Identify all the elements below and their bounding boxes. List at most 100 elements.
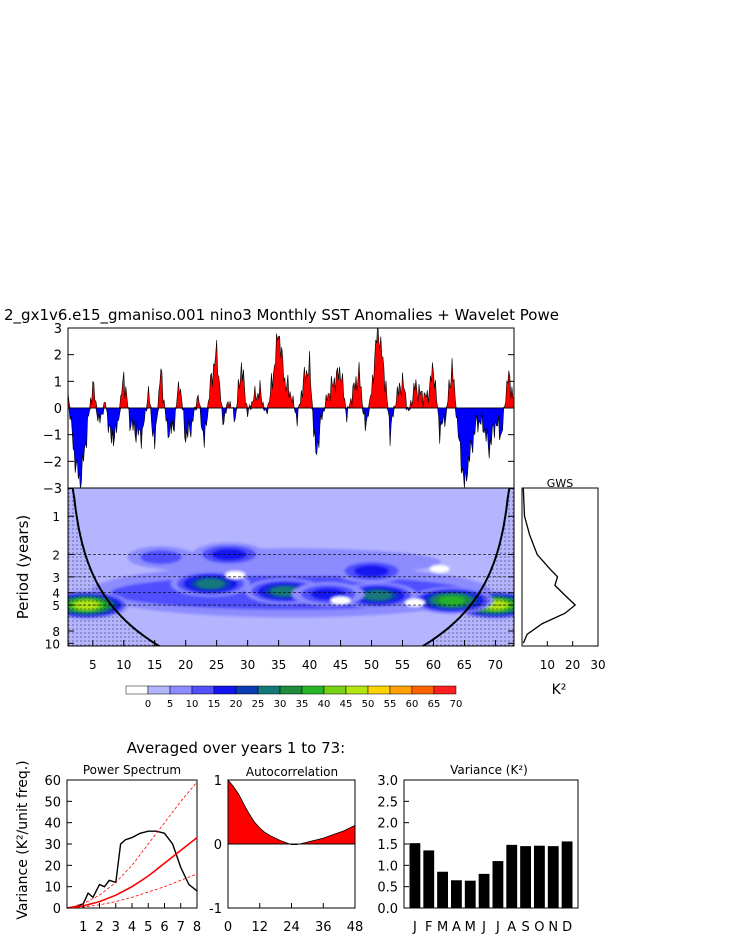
variance-bar — [561, 841, 573, 908]
gws-x-ticks: 10 20 30 — [540, 641, 606, 672]
timeseries-panel: 2_gx1v6.e15_gmaniso.001 nino3 Monthly SS… — [4, 306, 559, 497]
year-tick-label: 20 — [178, 658, 193, 672]
month-label: A — [507, 920, 516, 935]
global-wavelet-spectrum-curve — [522, 487, 577, 644]
lower-confidence-line — [66, 873, 198, 909]
var-y-tick-label: 2.5 — [377, 795, 398, 810]
colorbar-swatch — [147, 685, 171, 695]
ps-x-tick-label: 7 — [177, 920, 185, 935]
period-tick-label: 4 — [52, 587, 60, 601]
month-label: M — [437, 920, 448, 935]
ac-x-tick-label: 0 — [224, 920, 232, 935]
colorbar-label: 50 — [362, 699, 375, 710]
month-label: D — [562, 920, 572, 935]
period-ticks: 1 2 3 45 810 — [45, 510, 514, 651]
ps-x-tick-label: 3 — [112, 920, 120, 935]
autocorrelation-fill — [227, 778, 356, 845]
power-spectrum-frame — [66, 779, 198, 909]
var-y-tick-label: 0.0 — [377, 902, 398, 917]
colorbar-swatch — [235, 685, 259, 695]
colorbar-label: 5 — [167, 699, 173, 710]
variance-bar — [437, 871, 448, 908]
power-minimum — [225, 570, 246, 579]
colorbar-swatch — [125, 685, 149, 695]
colorbar-swatch — [257, 685, 281, 695]
ac-y-tick-label: 0 — [214, 838, 222, 853]
positive-anomaly-fill — [68, 328, 514, 409]
period-axis-label: Period (years) — [14, 515, 32, 620]
variance-bar — [464, 880, 476, 908]
power-contour — [354, 565, 390, 578]
gws-tick-label: 30 — [590, 658, 605, 672]
ps-x-tick-label: 6 — [160, 920, 168, 935]
variance-ticks: 0.00.51.01.52.02.53.0J F M A M J J A S O N D — [377, 774, 572, 935]
ac-x-tick-label: 48 — [347, 920, 364, 935]
ps-x-tick-label: 5 — [144, 920, 152, 935]
gws-frame — [521, 487, 599, 647]
colorbar-swatch — [345, 685, 369, 695]
power-contour — [196, 578, 225, 589]
month-label: M — [465, 920, 476, 935]
timeseries-y-ticks: 3 2 1 0 −1 −2 −3 — [43, 322, 514, 497]
year-tick-label: 10 — [116, 658, 131, 672]
colorbar-label: 25 — [252, 699, 265, 710]
year-tick-label: 45 — [333, 658, 348, 672]
colorbar-swatch — [301, 685, 325, 695]
period-tick-label: 3 — [52, 571, 60, 585]
power-minimum — [429, 564, 450, 573]
y-tick-label: 2 — [54, 349, 62, 364]
power-contour — [363, 590, 393, 601]
year-tick-label: 35 — [271, 658, 286, 672]
colorbar: 0 5 10 15 20 25 30 35 40 45 50 55 60 65 70 — [125, 685, 463, 710]
variance-axis-label: Variance (K²/unit freq.) — [15, 760, 31, 919]
month-label: N — [548, 920, 558, 935]
colorbar-swatch — [367, 685, 391, 695]
colorbar-swatch — [169, 685, 193, 695]
power-contour — [140, 550, 182, 565]
period-reference-lines — [68, 554, 514, 606]
year-tick-label: 5 — [89, 658, 97, 672]
ac-x-tick-label: 36 — [315, 920, 332, 935]
colorbar-swatch — [411, 685, 435, 695]
year-tick-label: 30 — [240, 658, 255, 672]
variance-bar — [451, 880, 462, 908]
year-tick-label: 40 — [302, 658, 317, 672]
ac-x-tick-label: 24 — [283, 920, 300, 935]
ps-x-tick-label: 1 — [79, 920, 87, 935]
month-label: S — [521, 920, 529, 935]
ps-x-tick-label: 4 — [128, 920, 136, 935]
gws-tick-label: 20 — [565, 658, 580, 672]
variance-bar — [409, 843, 421, 908]
colorbar-label: 55 — [384, 699, 397, 710]
period-tick-label: 2 — [52, 548, 60, 562]
period-tick-label: 1 — [52, 510, 60, 524]
colorbar-label: 30 — [274, 699, 287, 710]
cone-of-influence-curve — [68, 488, 514, 646]
autocorrelation-title: Autocorrelation — [246, 765, 338, 779]
ps-y-tick-label: 30 — [44, 838, 61, 853]
year-tick-label: 60 — [426, 658, 441, 672]
variance-bar — [478, 873, 490, 908]
variance-bars — [409, 841, 573, 908]
colorbar-label: 70 — [450, 699, 463, 710]
month-label: O — [534, 920, 544, 935]
colorbar-label: 10 — [186, 699, 199, 710]
var-y-tick-label: 3.0 — [377, 774, 398, 789]
negative-anomaly-fill — [68, 407, 514, 488]
colorbar-label: 40 — [318, 699, 331, 710]
power-contour — [439, 595, 465, 605]
var-y-tick-label: 1.0 — [377, 859, 398, 874]
wavelet-frame — [67, 487, 515, 647]
variance-panel: Variance (K²) 0.00.51.01.52.02.53.0J F M A M… — [377, 763, 579, 935]
colorbar-swatch — [213, 685, 237, 695]
colorbar-swatch — [389, 685, 413, 695]
ac-y-tick-label: -1 — [209, 902, 222, 917]
upper-confidence-line — [66, 781, 198, 909]
period-tick-label: 10 — [45, 637, 60, 651]
y-tick-label: 3 — [54, 322, 62, 337]
gws-x-label: K² — [552, 682, 567, 698]
negative-area — [68, 407, 514, 488]
ac-y-tick-label: 1 — [214, 774, 222, 789]
ps-x-tick-label: 8 — [193, 920, 201, 935]
